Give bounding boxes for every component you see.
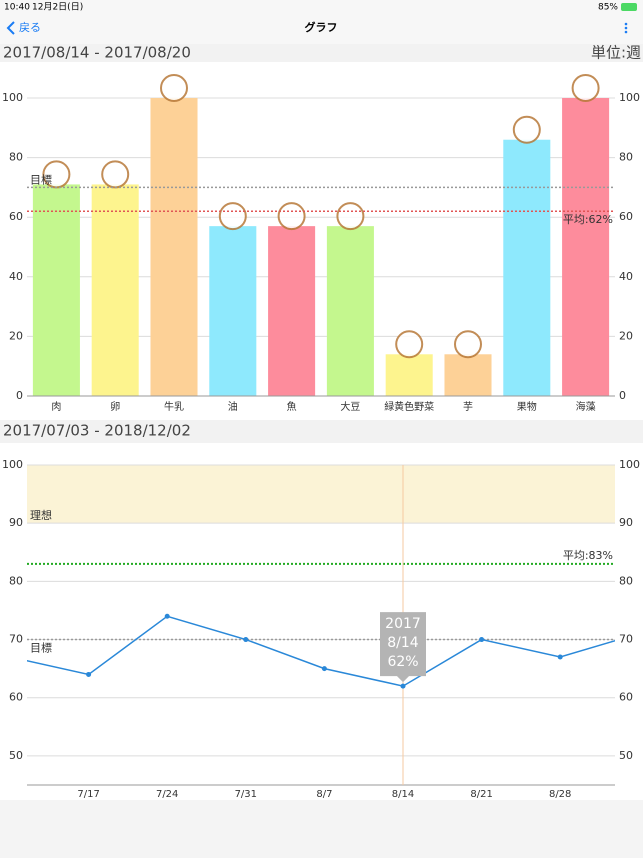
point xyxy=(8,655,13,660)
band-label: 理想 xyxy=(30,508,52,522)
bar xyxy=(444,354,492,396)
reference-label: 目標 xyxy=(30,172,52,186)
y-tick-label: 40 xyxy=(9,270,23,283)
x-tick-label: 海藻 xyxy=(576,400,596,413)
food-icon xyxy=(395,330,424,359)
food-icon xyxy=(218,202,247,231)
y-tick-label: 80 xyxy=(9,151,23,164)
tooltip-text: 62% xyxy=(387,654,418,670)
reference-label: 平均:83% xyxy=(563,549,613,562)
point xyxy=(86,671,92,677)
food-icon xyxy=(101,160,130,189)
series xyxy=(8,613,641,689)
nav-title: グラフ xyxy=(305,20,338,34)
point xyxy=(243,637,249,643)
y-tick-label: 20 xyxy=(619,329,633,342)
x-tick-label: 大豆 xyxy=(340,400,360,413)
y-tick-label: 80 xyxy=(619,574,633,587)
ideal-band xyxy=(27,465,615,524)
bar xyxy=(503,139,551,396)
x-tick-label: 8/14 xyxy=(392,789,414,800)
status-time: 10:40 xyxy=(4,3,30,13)
y-tick-label: 50 xyxy=(619,749,633,762)
y-tick-label: 60 xyxy=(619,691,633,704)
y-tick-label: 60 xyxy=(9,210,23,223)
period: 2017/07/03 - 2018/12/02 xyxy=(3,422,191,440)
y-tick-label: 80 xyxy=(619,151,633,164)
period: 2017/08/14 - 2017/08/20 xyxy=(3,44,191,62)
bar xyxy=(385,354,433,396)
y-tick-label: 90 xyxy=(9,516,23,529)
y-tick-label: 0 xyxy=(619,389,626,402)
reference-label: 平均:62% xyxy=(563,213,613,226)
y-tick-label: 0 xyxy=(16,389,23,402)
y-tick-label: 50 xyxy=(9,749,23,762)
y-tick-label: 70 xyxy=(9,633,23,646)
x-tick-label: 卵 xyxy=(110,401,120,413)
food-icon xyxy=(512,115,541,144)
tooltip-text: 2017 xyxy=(385,616,421,632)
x-tick-label: 7/24 xyxy=(156,789,178,800)
bar xyxy=(32,184,80,396)
header-strip xyxy=(0,44,643,62)
back-button[interactable]: 戻る xyxy=(19,21,41,34)
y-tick-label: 100 xyxy=(619,91,640,104)
food-icon xyxy=(160,74,188,102)
battery-icon xyxy=(621,3,637,11)
food-icon xyxy=(571,74,600,102)
x-tick-label: 8/28 xyxy=(549,789,571,800)
x-tick-label: 魚 xyxy=(287,400,297,413)
x-tick-label: 油 xyxy=(228,400,238,413)
x-tick-label: 7/31 xyxy=(235,789,257,800)
bar xyxy=(268,226,316,396)
bar xyxy=(150,98,198,396)
bar xyxy=(562,98,610,396)
x-tick-label: 8/21 xyxy=(470,789,492,800)
reference-label: 目標 xyxy=(30,641,52,655)
point xyxy=(557,654,563,660)
line xyxy=(27,615,615,687)
x-tick-label: 7/17 xyxy=(77,789,99,800)
status-battery: 85% xyxy=(598,3,618,13)
header-strip xyxy=(0,420,643,443)
y-tick-label: 70 xyxy=(619,633,633,646)
top-bar xyxy=(0,0,643,44)
bottom-toolbar xyxy=(0,800,643,858)
x-tick-label: 肉 xyxy=(51,400,61,413)
y-tick-label: 40 xyxy=(619,270,633,283)
food-icon xyxy=(336,202,365,231)
y-tick-label: 60 xyxy=(9,691,23,704)
back-icon[interactable] xyxy=(6,21,15,35)
unit: 単位:週 xyxy=(591,44,641,62)
y-tick-label: 80 xyxy=(9,574,23,587)
y-tick-label: 20 xyxy=(9,329,23,342)
y-tick-label: 90 xyxy=(619,516,633,529)
x-tick-label: 果物 xyxy=(517,400,537,413)
food-icon xyxy=(277,202,306,231)
menu-icon[interactable] xyxy=(624,22,628,34)
tooltip xyxy=(380,612,426,683)
y-tick-label: 60 xyxy=(619,210,633,223)
bar xyxy=(209,226,257,396)
x-tick-label: 緑黄色野菜 xyxy=(384,400,434,413)
bar xyxy=(91,184,139,396)
point xyxy=(164,613,170,619)
x-tick-label: 8/7 xyxy=(316,789,332,800)
point xyxy=(636,631,641,636)
point xyxy=(479,637,485,643)
point xyxy=(400,683,406,689)
y-tick-label: 100 xyxy=(2,458,23,471)
x-tick-label: 芋 xyxy=(463,401,473,413)
x-tick-label: 牛乳 xyxy=(164,400,184,413)
status-date: 12月2日(日) xyxy=(32,2,83,13)
tooltip-text: 8/14 xyxy=(387,635,419,651)
food-icon xyxy=(454,330,482,359)
y-tick-label: 100 xyxy=(619,458,640,471)
y-tick-label: 100 xyxy=(2,91,23,104)
bar xyxy=(326,226,374,396)
point xyxy=(321,666,327,672)
